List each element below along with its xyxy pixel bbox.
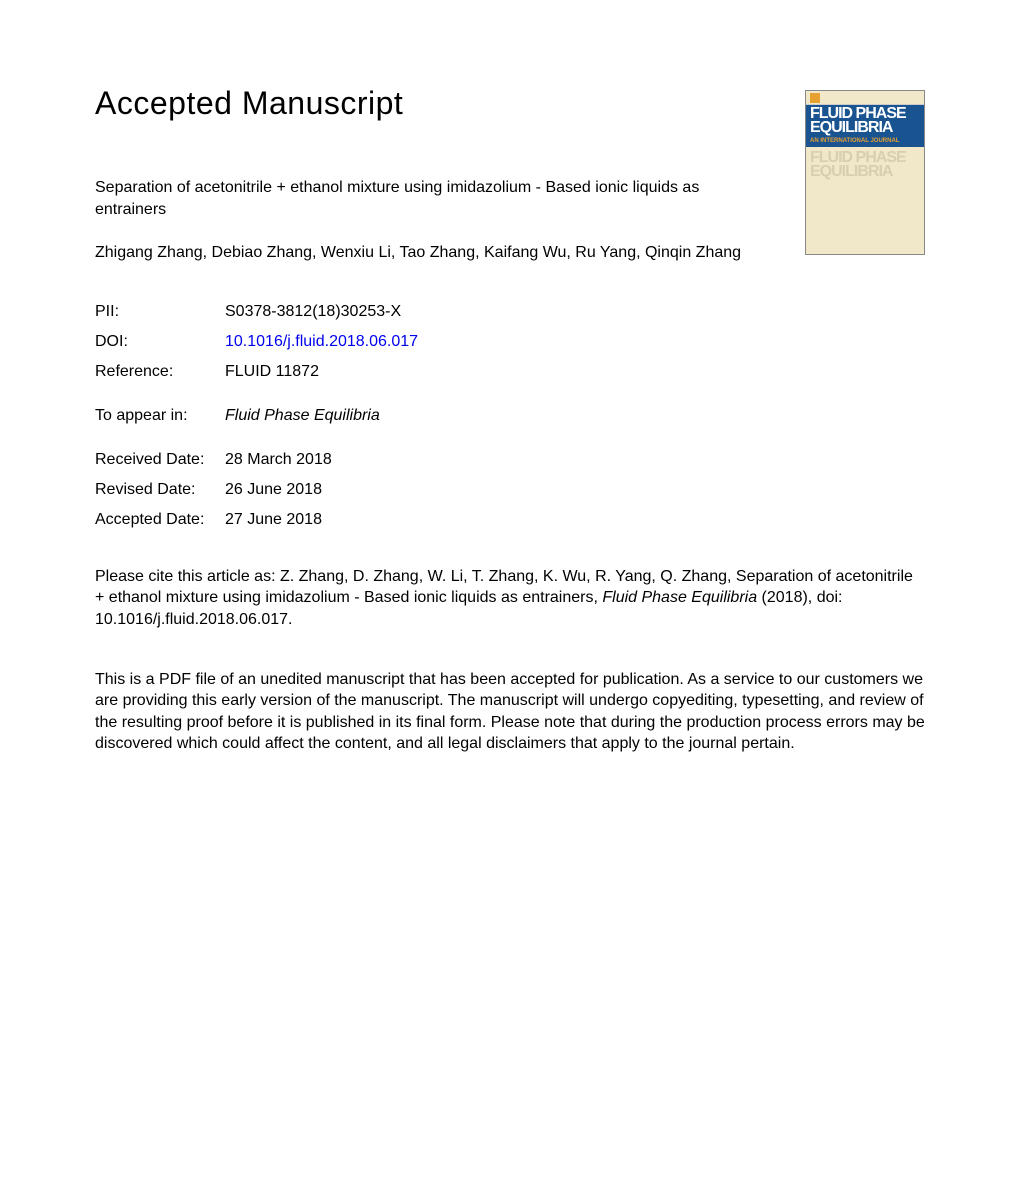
accepted-label: Accepted Date: [95,512,225,528]
journal-cover-image: FLUID PHASE EQUILIBRIA AN INTERNATIONAL … [805,90,925,255]
metadata-table: PII: S0378-3812(18)30253-X DOI: 10.1016/… [95,304,925,528]
doi-label: DOI: [95,334,225,350]
received-label: Received Date: [95,452,225,468]
meta-row-received: Received Date: 28 March 2018 [95,452,925,468]
revised-label: Revised Date: [95,482,225,498]
meta-row-appear: To appear in: Fluid Phase Equilibria [95,408,925,424]
accepted-value: 27 June 2018 [225,512,322,528]
citation-journal: Fluid Phase Equilibria [602,589,757,606]
meta-row-doi: DOI: 10.1016/j.fluid.2018.06.017 [95,334,925,350]
reference-label: Reference: [95,364,225,380]
cover-title-line2: EQUILIBRIA [806,121,924,137]
reference-value: FLUID 11872 [225,364,319,380]
manuscript-page: Accepted Manuscript Separation of aceton… [95,85,925,755]
elsevier-logo-icon [810,93,820,103]
pii-value: S0378-3812(18)30253-X [225,304,401,320]
article-title: Separation of acetonitrile + ethanol mix… [95,177,765,220]
pii-label: PII: [95,304,225,320]
revised-value: 26 June 2018 [225,482,322,498]
meta-row-reference: Reference: FLUID 11872 [95,364,925,380]
appear-label: To appear in: [95,408,225,424]
meta-row-revised: Revised Date: 26 June 2018 [95,482,925,498]
received-value: 28 March 2018 [225,452,332,468]
disclaimer-text: This is a PDF file of an unedited manusc… [95,669,925,755]
citation-block: Please cite this article as: Z. Zhang, D… [95,566,925,631]
doi-link[interactable]: 10.1016/j.fluid.2018.06.017 [225,334,418,350]
page-heading: Accepted Manuscript [95,85,925,122]
meta-row-pii: PII: S0378-3812(18)30253-X [95,304,925,320]
meta-row-accepted: Accepted Date: 27 June 2018 [95,512,925,528]
cover-subtitle: AN INTERNATIONAL JOURNAL [806,138,924,147]
appear-value: Fluid Phase Equilibria [225,408,380,424]
cover-header [806,91,924,105]
authors-list: Zhigang Zhang, Debiao Zhang, Wenxiu Li, … [95,242,765,264]
cover-ghost-line2: EQUILIBRIA [806,165,924,181]
